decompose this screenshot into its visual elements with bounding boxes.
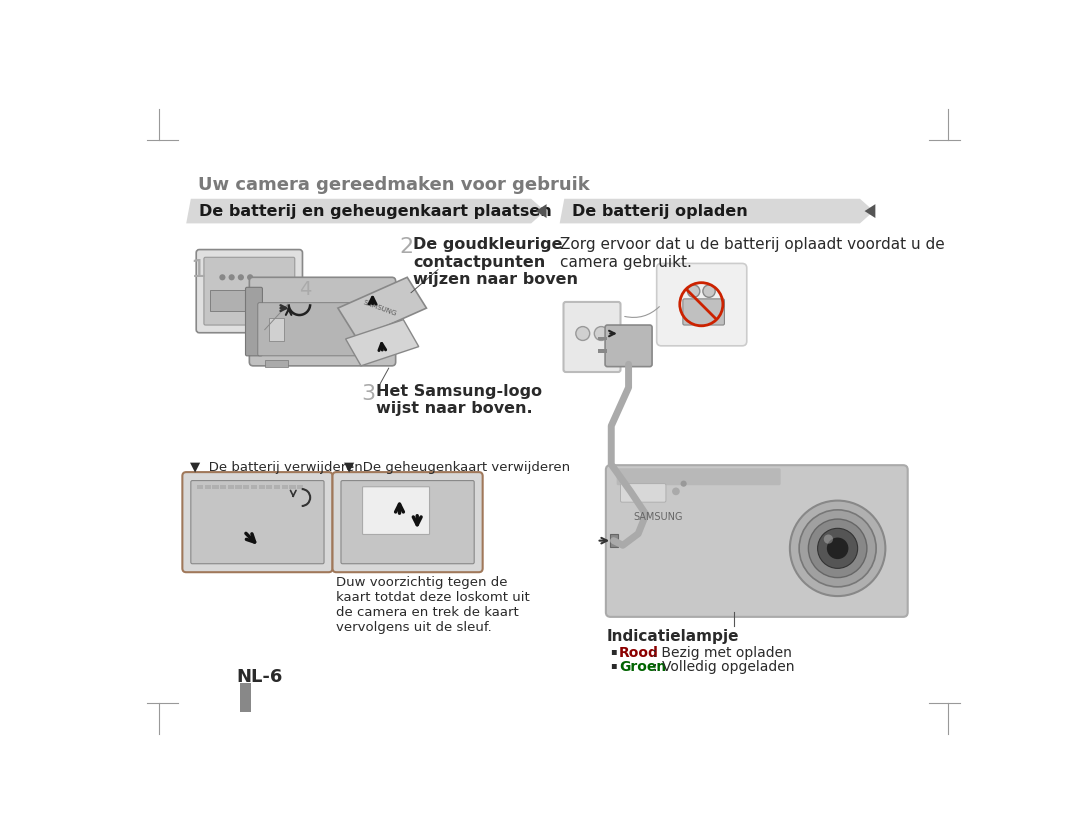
FancyBboxPatch shape xyxy=(249,277,395,366)
Circle shape xyxy=(238,274,244,281)
Text: SAMSUNG: SAMSUNG xyxy=(634,512,683,522)
Bar xyxy=(220,485,226,489)
Circle shape xyxy=(818,529,858,569)
FancyBboxPatch shape xyxy=(363,487,430,534)
FancyBboxPatch shape xyxy=(606,465,907,617)
Text: Zorg ervoor dat u de batterij oplaadt voordat u de
camera gebruikt.: Zorg ervoor dat u de batterij oplaadt vo… xyxy=(559,237,944,270)
Circle shape xyxy=(680,481,687,487)
Text: : Volledig opgeladen: : Volledig opgeladen xyxy=(652,660,794,674)
Circle shape xyxy=(247,274,253,281)
Text: ▼  De batterij verwijderen: ▼ De batterij verwijderen xyxy=(190,461,363,473)
Polygon shape xyxy=(186,199,545,224)
Text: 3: 3 xyxy=(361,383,375,403)
FancyBboxPatch shape xyxy=(183,472,333,572)
Bar xyxy=(211,290,272,311)
Bar xyxy=(197,485,203,489)
Text: Groen: Groen xyxy=(619,660,666,674)
FancyBboxPatch shape xyxy=(605,325,652,367)
Circle shape xyxy=(824,534,833,544)
Text: ▪: ▪ xyxy=(610,660,617,670)
Bar xyxy=(289,485,296,489)
Polygon shape xyxy=(559,199,874,224)
Text: Uw camera gereedmaken voor gebruik: Uw camera gereedmaken voor gebruik xyxy=(198,175,590,194)
FancyBboxPatch shape xyxy=(333,472,483,572)
FancyBboxPatch shape xyxy=(621,483,666,502)
Circle shape xyxy=(827,538,849,559)
Circle shape xyxy=(703,285,715,297)
FancyBboxPatch shape xyxy=(341,481,474,564)
Bar xyxy=(240,683,251,712)
Text: 4: 4 xyxy=(299,281,312,300)
Text: : Bezig met opladen: : Bezig met opladen xyxy=(648,646,792,660)
Circle shape xyxy=(229,274,234,281)
Text: Rood: Rood xyxy=(619,646,659,660)
Circle shape xyxy=(219,274,226,281)
FancyBboxPatch shape xyxy=(191,481,324,564)
Text: 1: 1 xyxy=(190,258,206,282)
Text: Het Samsung-logo
wijst naar boven.: Het Samsung-logo wijst naar boven. xyxy=(377,383,542,416)
FancyBboxPatch shape xyxy=(564,302,621,372)
Bar xyxy=(205,485,211,489)
Bar xyxy=(297,485,303,489)
Bar xyxy=(243,485,249,489)
Circle shape xyxy=(789,501,886,596)
Bar xyxy=(598,337,607,341)
Text: SAMSUNG: SAMSUNG xyxy=(363,299,397,317)
FancyBboxPatch shape xyxy=(197,250,302,332)
Circle shape xyxy=(799,510,876,587)
FancyBboxPatch shape xyxy=(204,257,295,325)
Polygon shape xyxy=(338,277,427,339)
Circle shape xyxy=(672,488,679,495)
Bar xyxy=(267,485,272,489)
FancyBboxPatch shape xyxy=(683,299,725,325)
Text: 2: 2 xyxy=(400,237,414,257)
Bar xyxy=(213,485,218,489)
Text: ▪: ▪ xyxy=(610,646,617,656)
Circle shape xyxy=(576,326,590,341)
Bar xyxy=(282,485,288,489)
Polygon shape xyxy=(536,204,546,218)
Bar xyxy=(235,485,242,489)
Polygon shape xyxy=(346,320,419,366)
Text: De batterij en geheugenkaart plaatsen: De batterij en geheugenkaart plaatsen xyxy=(199,205,551,220)
Circle shape xyxy=(594,326,608,341)
Text: Indicatielampje: Indicatielampje xyxy=(607,630,739,644)
Bar xyxy=(228,485,234,489)
FancyBboxPatch shape xyxy=(258,303,384,356)
Bar xyxy=(269,318,284,342)
Bar xyxy=(274,485,280,489)
Bar xyxy=(251,485,257,489)
FancyBboxPatch shape xyxy=(245,287,262,356)
Text: De goudkleurige
contactpunten
wijzen naar boven: De goudkleurige contactpunten wijzen naa… xyxy=(414,237,579,287)
Text: ▼  De geheugenkaart verwijderen: ▼ De geheugenkaart verwijderen xyxy=(345,461,570,473)
Text: Duw voorzichtig tegen de
kaart totdat deze loskomt uit
de camera en trek de kaar: Duw voorzichtig tegen de kaart totdat de… xyxy=(336,576,530,634)
FancyBboxPatch shape xyxy=(617,468,781,485)
Text: NL-6: NL-6 xyxy=(237,669,283,686)
Circle shape xyxy=(808,519,867,578)
FancyBboxPatch shape xyxy=(657,263,746,346)
Circle shape xyxy=(688,285,700,297)
Bar xyxy=(258,485,265,489)
Bar xyxy=(610,534,618,547)
Polygon shape xyxy=(865,204,876,218)
Bar xyxy=(265,361,288,367)
Text: De batterij opladen: De batterij opladen xyxy=(572,205,747,220)
Bar xyxy=(598,349,607,352)
